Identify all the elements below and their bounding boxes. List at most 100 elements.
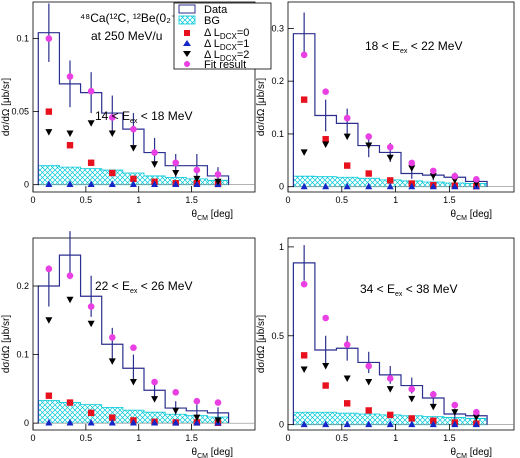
dl0-marker [322, 382, 329, 389]
y-axis-title: dσ/dΩ [μb/sr] [1, 78, 12, 137]
fit-marker [45, 35, 53, 42]
dl2-marker [429, 173, 437, 180]
legend-dl0-suffix: =0 [237, 27, 250, 39]
plot-frame [32, 1, 256, 193]
dl2-marker [87, 120, 95, 127]
dl2-marker [343, 133, 351, 141]
dl1-marker [322, 420, 330, 428]
fit-marker [343, 341, 351, 348]
panel-energy-label: 22 < Eex < 26 MeV [95, 279, 192, 295]
y-tick-label: 0 [24, 418, 29, 428]
dl2-marker [87, 320, 95, 328]
panel-energy-label-rest: < 22 MeV [407, 39, 462, 53]
x-axis-title-sub: CM [456, 215, 467, 222]
dl2-marker [129, 145, 137, 152]
fit-marker [322, 314, 329, 322]
dl2-marker [472, 414, 480, 422]
x-axis-title-rest: [deg] [467, 209, 492, 220]
dl0-marker [322, 136, 329, 143]
fit-marker [386, 143, 394, 151]
dl1-marker [172, 180, 180, 187]
reaction-title: ⁴⁸Ca(¹²C, ¹²Be(0₂⁺)) [80, 11, 185, 25]
fit-marker [87, 303, 95, 310]
dl0-marker [109, 169, 116, 177]
x-tick-label: 0 [285, 433, 290, 443]
panel-energy-label-main: 18 < E [365, 39, 400, 53]
fit-marker [408, 159, 416, 167]
panel-energy-label-main: 22 < E [95, 279, 130, 293]
fit-marker [473, 408, 480, 416]
x-tick-label: 0 [285, 195, 290, 205]
dl1-marker [451, 182, 459, 190]
dl0-marker [87, 159, 95, 166]
dl0-marker [66, 399, 74, 406]
dl0-marker [45, 392, 53, 399]
panel-energy-label-sub: ex [130, 288, 138, 295]
dl1-marker [108, 180, 116, 187]
dl2-marker [151, 396, 159, 403]
y-tick-label: 0.1 [271, 129, 284, 139]
data-histogram [37, 32, 230, 185]
dl2-marker [108, 130, 116, 138]
x-tick-label: 0.5 [336, 195, 349, 205]
x-axis-title-main: θ [451, 209, 457, 220]
dl1-marker [429, 182, 437, 190]
chart-panel-1: 0 0.5 1 1.5 0 0.05 0.1 θCM [deg] dσ/dΩ [μb/sr] 14… [1, 1, 256, 222]
legend-label-dl2: Δ LDCX=2 [204, 49, 249, 63]
x-tick-label: 1 [136, 433, 141, 443]
dl2-marker [300, 366, 308, 374]
dl0-marker [87, 409, 95, 417]
x-axis-title-main: θ [451, 447, 457, 458]
plot-frame [287, 1, 515, 193]
dl1-marker [408, 420, 416, 428]
y-tick-label: 0.2 [271, 76, 284, 86]
dl1-marker [172, 418, 180, 426]
fit-marker [451, 401, 459, 409]
legend-dl2-prefix: Δ L [204, 49, 220, 61]
fit-marker [130, 344, 137, 352]
legend-dl0-sub: DCX [220, 32, 238, 41]
x-axis-title-rest: [deg] [467, 447, 492, 458]
fit-marker [87, 87, 95, 95]
fit-marker [408, 385, 416, 393]
fit-marker [343, 114, 351, 122]
dl2-marker [365, 379, 373, 386]
y-tick-label: 0.1 [16, 34, 29, 44]
legend: Data BG Δ LDCX=0 Δ LDCX=1 Δ LDCX=2 Fit r… [173, 2, 272, 71]
y-tick-label: 0.05 [11, 107, 29, 117]
fit-marker [451, 172, 459, 180]
dl2-marker [193, 414, 201, 422]
x-tick-label: 1 [393, 195, 398, 205]
dl1-marker [45, 418, 53, 426]
y-tick-label: 0 [24, 180, 29, 190]
dl2-marker [214, 178, 222, 186]
dl1-marker [386, 420, 394, 428]
y-tick-label: 1 [279, 242, 284, 252]
dl2-marker [108, 358, 116, 365]
fit-marker [193, 166, 201, 174]
dl1-marker [365, 420, 373, 428]
legend-label-data: Data [204, 4, 228, 16]
dl2-marker [151, 161, 159, 168]
dl1-marker [193, 418, 201, 426]
dl1-marker [343, 420, 351, 428]
dl0-marker [300, 96, 308, 103]
fit-marker [66, 272, 74, 280]
y-tick-label: 0.2 [16, 281, 29, 291]
dl0-marker [387, 177, 394, 184]
y-tick-label: 0 [279, 182, 284, 192]
fit-marker [386, 375, 394, 382]
fit-marker [108, 114, 116, 121]
dl2-marker [451, 177, 459, 184]
x-tick-label: 1.5 [443, 433, 456, 443]
x-tick-label: 1.5 [185, 433, 198, 443]
fit-marker [365, 133, 373, 140]
x-axis-title-sub: CM [197, 453, 208, 458]
fit-marker [365, 362, 373, 370]
legend-dl1-prefix: Δ L [204, 38, 220, 50]
bg-area [292, 411, 488, 426]
dl2-marker [322, 141, 330, 148]
panel-energy-label-main: 14 < E [95, 109, 130, 123]
dl0-marker [365, 407, 372, 414]
